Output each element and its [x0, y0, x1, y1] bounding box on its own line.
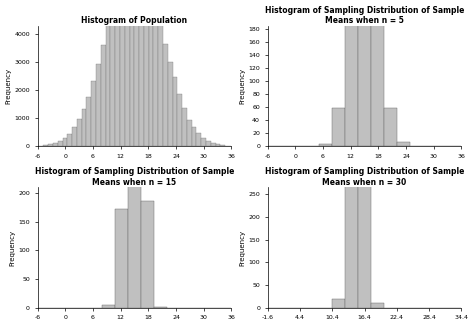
Bar [72, 127, 77, 146]
Y-axis label: Frequency: Frequency [9, 230, 16, 266]
Bar [53, 142, 58, 146]
Title: Histogram of Population: Histogram of Population [82, 16, 188, 25]
Y-axis label: Frequency: Frequency [239, 230, 246, 266]
Bar [102, 305, 115, 308]
Bar [158, 25, 163, 146]
Bar [358, 121, 371, 308]
Bar [39, 145, 44, 146]
Bar [91, 81, 96, 146]
Bar [154, 8, 158, 146]
Bar [358, 0, 371, 146]
Bar [384, 109, 397, 146]
Bar [182, 108, 187, 146]
Bar [139, 0, 144, 146]
Bar [86, 97, 91, 146]
Bar [128, 0, 141, 308]
Bar [106, 22, 110, 146]
Bar [397, 141, 410, 146]
Bar [173, 77, 177, 146]
Bar [220, 145, 225, 146]
Bar [120, 0, 125, 146]
Bar [371, 0, 384, 146]
Bar [115, 0, 120, 146]
Bar [371, 303, 384, 308]
Title: Histogram of Sampling Distribution of Sample
Means when n = 5: Histogram of Sampling Distribution of Sa… [265, 6, 464, 25]
Bar [149, 0, 154, 146]
Bar [196, 133, 201, 146]
Bar [332, 109, 345, 146]
Bar [216, 144, 220, 146]
Bar [206, 141, 211, 146]
Bar [168, 62, 173, 146]
Bar [44, 145, 48, 146]
Bar [345, 0, 358, 146]
Bar [144, 0, 149, 146]
Bar [201, 138, 206, 146]
Bar [141, 201, 154, 308]
Y-axis label: Frequency: Frequency [6, 68, 11, 104]
Bar [77, 119, 82, 146]
Title: Histogram of Sampling Distribution of Sample
Means when n = 30: Histogram of Sampling Distribution of Sa… [265, 167, 464, 186]
Bar [332, 299, 345, 308]
Bar [48, 144, 53, 146]
Bar [187, 120, 191, 146]
Bar [82, 109, 86, 146]
Bar [319, 144, 332, 146]
Y-axis label: Frequency: Frequency [239, 68, 246, 104]
Bar [125, 0, 129, 146]
Bar [110, 5, 115, 146]
Bar [177, 95, 182, 146]
Bar [115, 209, 128, 308]
Bar [154, 307, 167, 308]
Bar [211, 142, 216, 146]
Bar [96, 64, 101, 146]
Bar [101, 45, 106, 146]
Bar [129, 0, 134, 146]
Bar [191, 126, 196, 146]
Bar [345, 55, 358, 308]
Bar [306, 145, 319, 146]
Bar [58, 141, 63, 146]
Bar [163, 44, 168, 146]
Bar [134, 0, 139, 146]
Bar [67, 134, 72, 146]
Bar [63, 138, 67, 146]
Title: Histogram of Sampling Distribution of Sample
Means when n = 15: Histogram of Sampling Distribution of Sa… [35, 167, 234, 186]
